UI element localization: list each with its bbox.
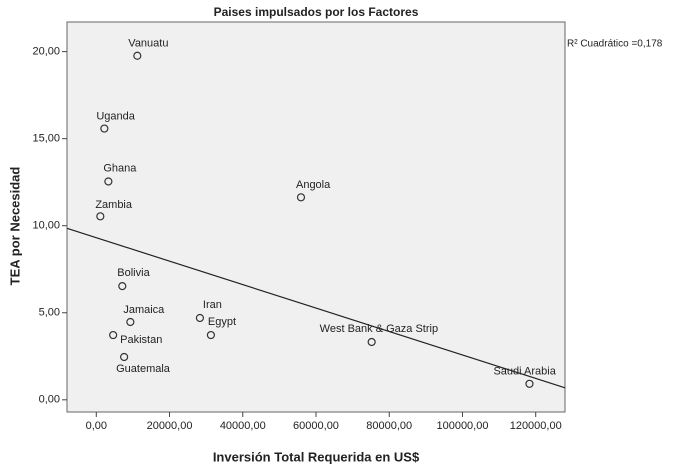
point-label: Iran xyxy=(203,299,222,311)
y-tick-label: 10,00 xyxy=(32,220,60,232)
point xyxy=(118,282,127,291)
x-tick-label: 80000,00 xyxy=(366,420,412,432)
x-tick-label: 20000,00 xyxy=(147,420,193,432)
point-label: Saudi Arabia xyxy=(493,366,556,378)
point-label: Egypt xyxy=(208,316,236,328)
x-tick-label: 0,00 xyxy=(86,420,107,432)
x-tick-label: 40000,00 xyxy=(220,420,266,432)
x-tick-label: 60000,00 xyxy=(293,420,339,432)
x-axis-label: Inversión Total Requerida en US$ xyxy=(213,449,420,464)
point-label: Ghana xyxy=(103,162,137,174)
y-tick-label: 15,00 xyxy=(32,133,60,145)
point xyxy=(195,313,205,323)
point-label: Angola xyxy=(296,179,331,191)
chart-title: Paises impulsados por los Factores xyxy=(214,5,419,19)
y-axis-label: TEA por Necesidad xyxy=(7,167,22,286)
fit-line xyxy=(66,227,566,389)
point-label: Uganda xyxy=(96,110,135,122)
x-tick-label: 120000,00 xyxy=(510,420,562,432)
point xyxy=(109,330,118,340)
plot-area xyxy=(66,21,566,413)
point xyxy=(367,337,376,347)
y-tick-label: 0,00 xyxy=(39,394,60,406)
point-label: Jamaica xyxy=(123,304,165,316)
point xyxy=(525,379,534,388)
point xyxy=(126,317,135,327)
x-tick-label: 100000,00 xyxy=(436,420,488,432)
annotation: R² Cuadrático =0,178 xyxy=(567,39,663,50)
point xyxy=(133,51,142,60)
point xyxy=(206,330,216,340)
point xyxy=(120,352,129,362)
point xyxy=(104,177,113,186)
point xyxy=(100,124,109,133)
point xyxy=(296,193,306,202)
point-label: Vanuatu xyxy=(128,38,168,50)
point-label: West Bank & Gaza Strip xyxy=(320,323,438,335)
point-label: Guatemala xyxy=(116,363,171,375)
y-tick-label: 20,00 xyxy=(32,46,60,58)
point-label: Bolivia xyxy=(117,267,150,279)
point-label: Zambia xyxy=(95,199,133,211)
y-tick-label: 5,00 xyxy=(39,307,60,319)
point-label: Pakistan xyxy=(120,334,162,346)
point xyxy=(96,212,105,221)
